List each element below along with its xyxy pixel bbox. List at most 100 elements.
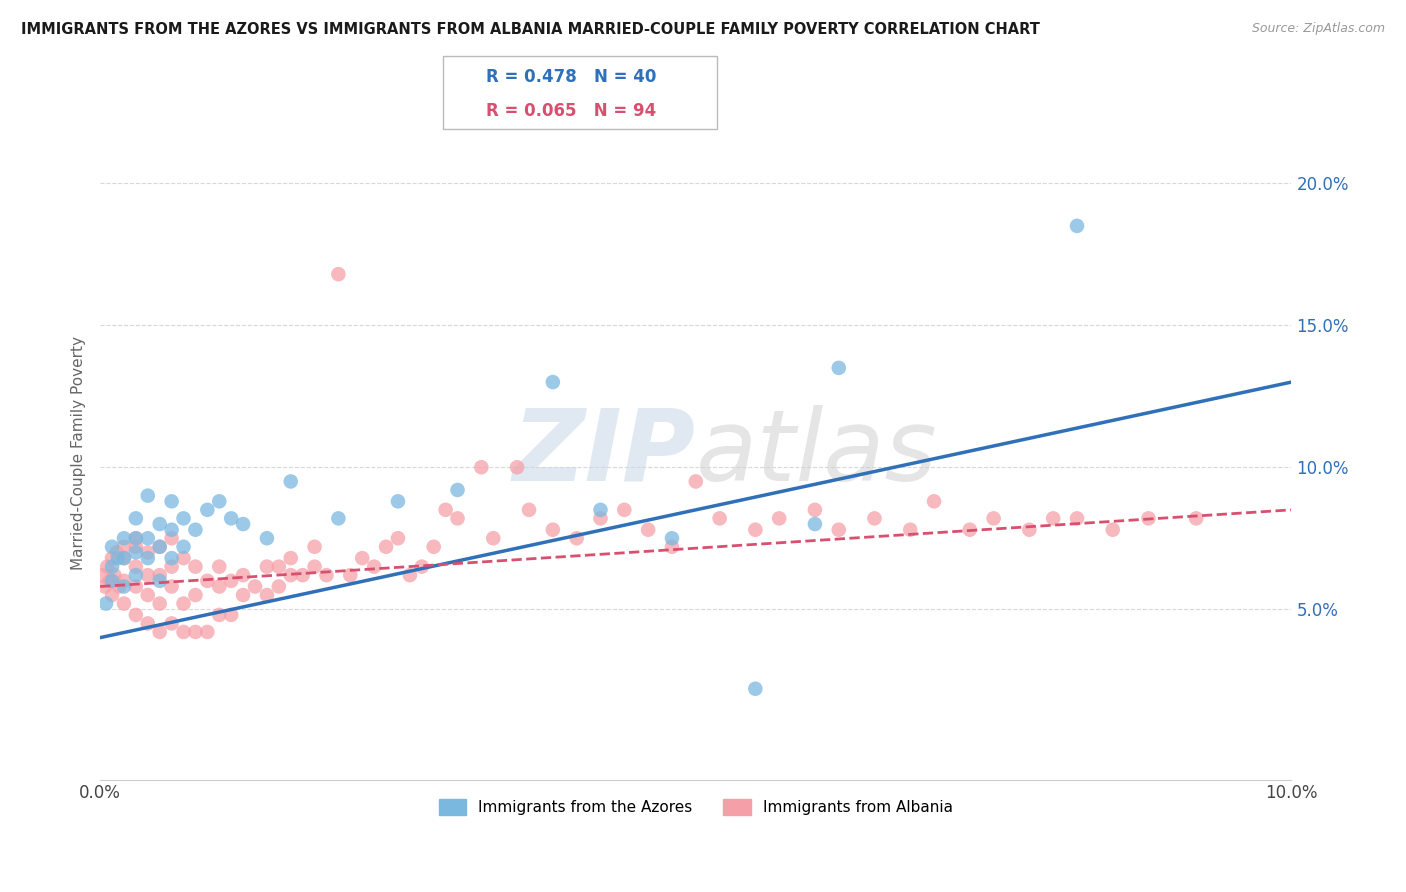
Point	[101, 540, 124, 554]
Point	[219, 574, 242, 588]
Point	[136, 616, 159, 631]
Point	[256, 588, 278, 602]
Point	[613, 503, 636, 517]
Point	[446, 511, 468, 525]
Point	[315, 568, 337, 582]
Point	[149, 597, 172, 611]
Point	[173, 551, 195, 566]
Point	[149, 568, 172, 582]
Point	[828, 523, 851, 537]
Point	[208, 607, 231, 622]
Point	[136, 531, 159, 545]
Point	[136, 489, 159, 503]
Point	[160, 559, 183, 574]
Point	[136, 568, 159, 582]
Point	[744, 681, 766, 696]
Point	[387, 494, 409, 508]
Point	[195, 503, 218, 517]
Point	[482, 531, 505, 545]
Point	[399, 568, 422, 582]
Point	[804, 503, 827, 517]
Point	[173, 511, 195, 525]
Point	[959, 523, 981, 537]
Point	[173, 624, 195, 639]
Point	[352, 551, 374, 566]
Point	[232, 588, 254, 602]
Point	[280, 475, 302, 489]
Point	[149, 574, 172, 588]
Text: R = 0.478   N = 40: R = 0.478 N = 40	[486, 68, 657, 86]
Point	[434, 503, 457, 517]
Point	[112, 597, 135, 611]
Point	[195, 624, 218, 639]
Point	[101, 559, 124, 574]
Point	[387, 531, 409, 545]
Point	[184, 559, 207, 574]
Point	[112, 551, 135, 566]
Point	[304, 559, 326, 574]
Point	[541, 375, 564, 389]
Point	[1101, 523, 1123, 537]
Point	[1018, 523, 1040, 537]
Point	[125, 545, 148, 559]
Point	[94, 580, 117, 594]
Point	[149, 540, 172, 554]
Point	[898, 523, 921, 537]
Point	[328, 511, 350, 525]
Point	[1137, 511, 1160, 525]
Point	[208, 494, 231, 508]
Point	[98, 574, 121, 588]
Point	[589, 503, 612, 517]
Point	[208, 580, 231, 594]
Point	[863, 511, 886, 525]
Point	[661, 531, 683, 545]
Point	[280, 568, 302, 582]
Point	[363, 559, 385, 574]
Point	[125, 540, 148, 554]
Point	[256, 531, 278, 545]
Point	[1066, 511, 1088, 525]
Point	[125, 568, 148, 582]
Point	[219, 607, 242, 622]
Point	[565, 531, 588, 545]
Text: Source: ZipAtlas.com: Source: ZipAtlas.com	[1251, 22, 1385, 36]
Point	[136, 551, 159, 566]
Text: atlas: atlas	[696, 405, 938, 501]
Point	[105, 545, 128, 559]
Point	[112, 540, 135, 554]
Point	[446, 483, 468, 497]
Point	[173, 540, 195, 554]
Point	[219, 511, 242, 525]
Text: R = 0.065   N = 94: R = 0.065 N = 94	[486, 102, 657, 120]
Text: IMMIGRANTS FROM THE AZORES VS IMMIGRANTS FROM ALBANIA MARRIED-COUPLE FAMILY POVE: IMMIGRANTS FROM THE AZORES VS IMMIGRANTS…	[21, 22, 1040, 37]
Point	[1066, 219, 1088, 233]
Point	[195, 574, 218, 588]
Point	[149, 624, 172, 639]
Point	[160, 494, 183, 508]
Point	[91, 568, 114, 582]
Point	[267, 559, 290, 574]
Point	[94, 597, 117, 611]
Point	[411, 559, 433, 574]
Legend: Immigrants from the Azores, Immigrants from Albania: Immigrants from the Azores, Immigrants f…	[433, 793, 959, 821]
Point	[125, 531, 148, 545]
Point	[149, 516, 172, 531]
Point	[184, 523, 207, 537]
Point	[125, 607, 148, 622]
Point	[96, 559, 118, 574]
Point	[768, 511, 790, 525]
Point	[107, 551, 129, 566]
Point	[184, 588, 207, 602]
Point	[375, 540, 398, 554]
Point	[112, 580, 135, 594]
Point	[709, 511, 731, 525]
Point	[184, 624, 207, 639]
Point	[136, 545, 159, 559]
Point	[125, 511, 148, 525]
Point	[125, 531, 148, 545]
Point	[828, 360, 851, 375]
Point	[112, 531, 135, 545]
Point	[160, 616, 183, 631]
Point	[232, 516, 254, 531]
Point	[470, 460, 492, 475]
